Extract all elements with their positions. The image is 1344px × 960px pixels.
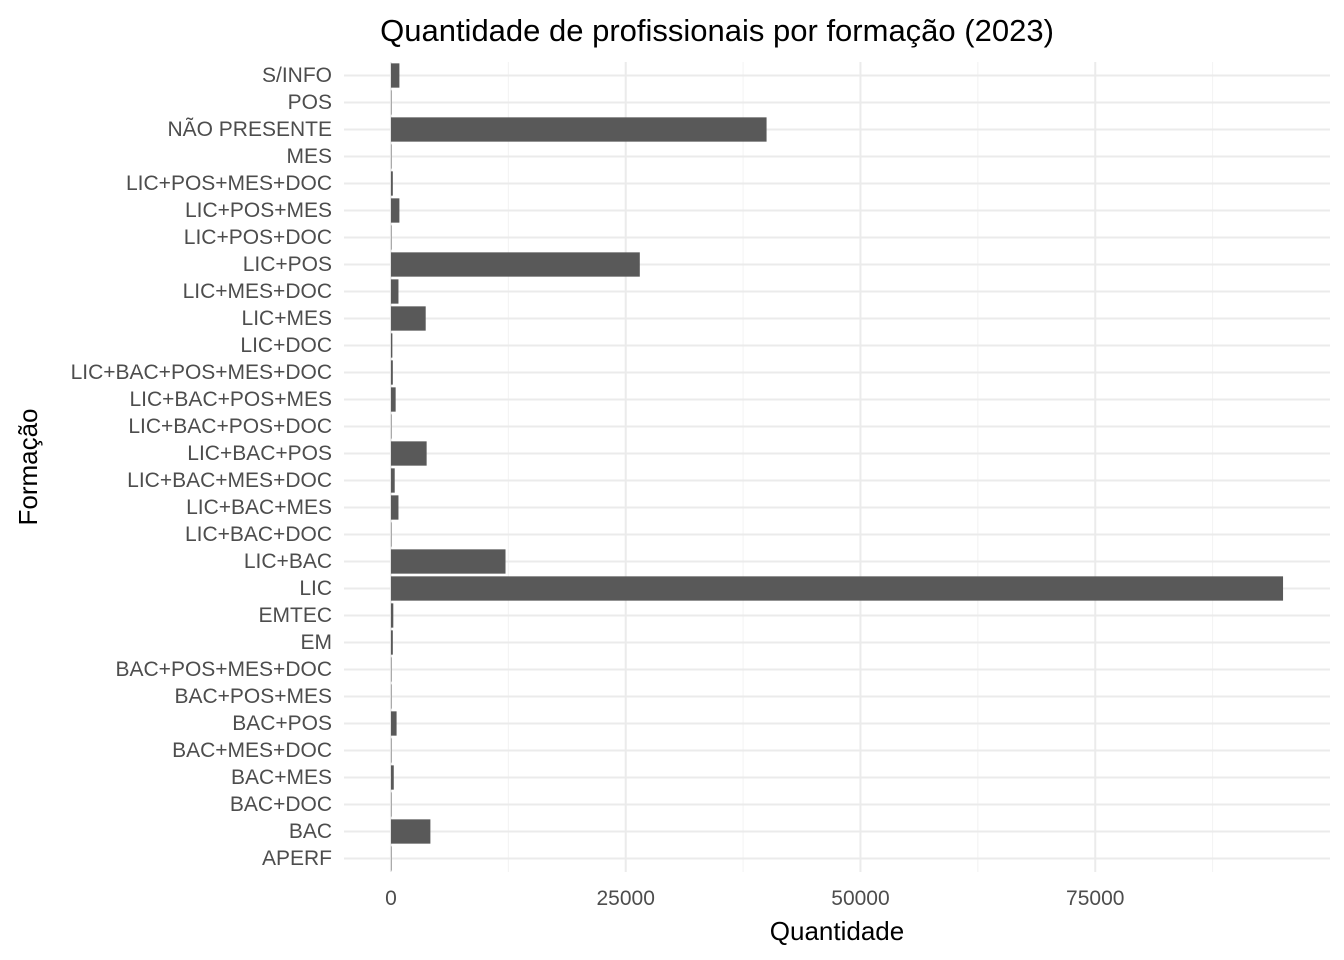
y-tick-label: EMTEC	[259, 604, 333, 627]
bar	[390, 630, 393, 655]
y-axis-tick-labels: APERF BAC BAC+DOC BAC+MES BAC+MES+DOC BAC+POS…	[71, 64, 332, 870]
y-tick-label: MES	[286, 145, 332, 168]
y-tick-label: APERF	[262, 847, 332, 870]
bar	[390, 657, 392, 682]
y-tick-label: LIC+BAC+POS+MES+DOC	[71, 361, 332, 384]
y-tick-label: LIC+POS+MES+DOC	[126, 172, 332, 195]
y-tick-label: EM	[301, 631, 333, 654]
bar	[390, 144, 392, 169]
bar	[390, 63, 400, 88]
bar	[390, 117, 767, 142]
bar	[390, 603, 394, 628]
y-tick-label: LIC+BAC+DOC	[185, 523, 332, 546]
y-tick-label: BAC+DOC	[230, 793, 332, 816]
bar	[390, 441, 427, 466]
x-tick-label: 25000	[597, 887, 655, 910]
y-tick-label: BAC+MES+DOC	[172, 739, 332, 762]
y-tick-label: BAC+POS+MES	[174, 685, 332, 708]
bar	[390, 360, 393, 385]
y-tick-label: LIC+DOC	[240, 334, 332, 357]
bar	[390, 711, 397, 736]
y-axis-title: Formação	[13, 408, 43, 525]
y-tick-label: POS	[288, 91, 332, 114]
bar	[390, 792, 392, 817]
bar	[390, 738, 392, 763]
y-tick-label: NÃO PRESENTE	[167, 117, 332, 141]
x-tick-label: 0	[385, 887, 397, 910]
x-axis-title: Quantidade	[770, 916, 904, 946]
y-tick-label: LIC+BAC+POS+DOC	[128, 415, 332, 438]
x-tick-label: 50000	[831, 887, 889, 910]
y-tick-label: LIC+BAC+POS+MES	[129, 388, 332, 411]
y-tick-label: LIC	[299, 577, 332, 600]
bar	[390, 819, 431, 844]
bar	[390, 333, 393, 358]
bar	[390, 522, 392, 547]
bar	[390, 387, 396, 412]
bar	[390, 225, 392, 250]
bar	[390, 576, 1284, 601]
grid	[344, 62, 1330, 872]
bar	[390, 171, 393, 196]
bar	[390, 279, 399, 304]
bar	[390, 765, 394, 790]
y-tick-label: BAC+MES	[231, 766, 332, 789]
y-tick-label: LIC+BAC+POS	[187, 442, 332, 465]
bar	[390, 414, 392, 439]
y-tick-label: BAC	[289, 820, 332, 843]
y-tick-label: S/INFO	[262, 64, 332, 87]
y-tick-label: BAC+POS+MES+DOC	[116, 658, 333, 681]
y-tick-label: BAC+POS	[232, 712, 332, 735]
bar	[390, 198, 400, 223]
y-tick-label: LIC+BAC+MES+DOC	[127, 469, 332, 492]
bars	[390, 63, 1284, 871]
chart-title: Quantidade de profissionais por formação…	[380, 13, 1054, 48]
bar	[390, 306, 426, 331]
bar	[390, 495, 399, 520]
bar	[390, 468, 395, 493]
y-tick-label: LIC+POS+MES	[185, 199, 332, 222]
y-tick-label: LIC+MES+DOC	[183, 280, 332, 303]
x-axis-tick-labels: 0 25000 50000 75000	[385, 887, 1124, 910]
bar	[390, 684, 392, 709]
y-tick-label: LIC+POS+DOC	[184, 226, 332, 249]
y-tick-label: LIC+BAC	[244, 550, 332, 573]
bar	[390, 90, 392, 115]
y-tick-label: LIC+MES	[242, 307, 332, 330]
bar	[390, 252, 640, 277]
y-tick-label: LIC+BAC+MES	[186, 496, 332, 519]
bar	[390, 846, 392, 871]
x-tick-label: 75000	[1066, 887, 1124, 910]
bar	[390, 549, 506, 574]
y-tick-label: LIC+POS	[243, 253, 332, 276]
